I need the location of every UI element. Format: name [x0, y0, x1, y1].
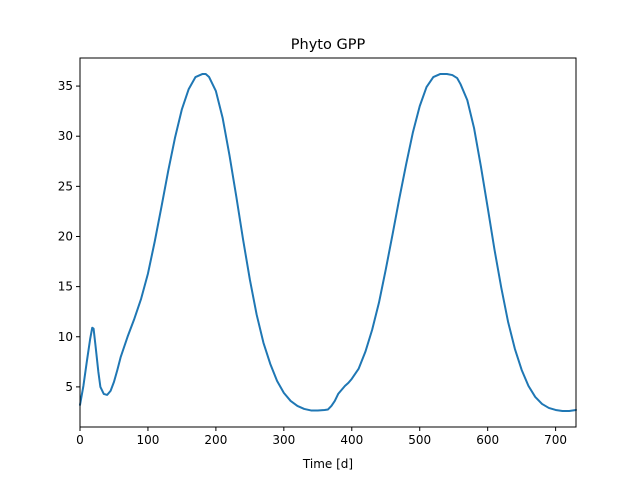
x-tick-label: 500 — [408, 433, 431, 447]
series-line-0 — [79, 73, 577, 412]
y-axis: 5 10 15 20 25 30 35 — [58, 79, 80, 394]
x-tick-label: 400 — [340, 433, 363, 447]
y-tick-label: 5 — [65, 380, 73, 394]
y-tick-label: 25 — [58, 179, 73, 193]
x-tick-label: 200 — [204, 433, 227, 447]
axes-frame — [79, 57, 577, 428]
y-tick-label: 10 — [58, 330, 73, 344]
x-tick-label: 600 — [476, 433, 499, 447]
plot-area — [79, 57, 577, 428]
y-tick-label: 35 — [58, 79, 73, 93]
x-tick-label: 100 — [136, 433, 159, 447]
y-tick-label: 20 — [58, 229, 73, 243]
x-axis: 0 100 200 300 400 500 600 700 — [76, 427, 567, 447]
y-tick-label: 30 — [58, 129, 73, 143]
y-tick-label: 15 — [58, 280, 73, 294]
x-axis-label: Time [d] — [302, 457, 353, 471]
x-tick-label: 300 — [272, 433, 295, 447]
chart-title: Phyto GPP — [291, 37, 366, 53]
x-tick-label: 0 — [76, 433, 84, 447]
x-tick-label: 700 — [544, 433, 567, 447]
